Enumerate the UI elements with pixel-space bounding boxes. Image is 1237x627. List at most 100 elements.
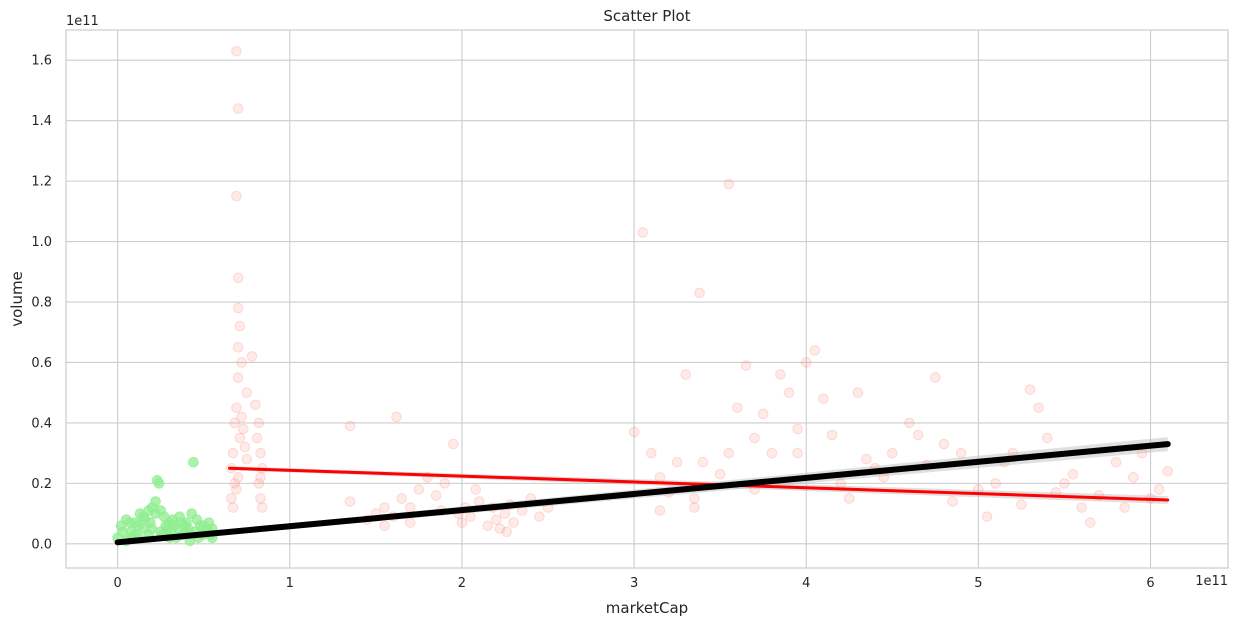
- scatter-point: [239, 441, 251, 453]
- scatter-point: [229, 478, 241, 489]
- scatter-point: [232, 472, 244, 483]
- scatter-point: [344, 420, 356, 432]
- scatter-point: [448, 438, 459, 450]
- chart-title: Scatter Plot: [603, 7, 690, 25]
- x-tick-label: 1: [286, 576, 294, 591]
- scatter-point: [501, 526, 512, 538]
- y-tick-label: 0.0: [31, 537, 52, 552]
- scatter-point: [1024, 384, 1036, 395]
- scatter-point: [494, 523, 506, 535]
- scatter-point: [250, 399, 261, 411]
- scatter-point: [694, 287, 705, 299]
- scatter-point: [470, 484, 482, 495]
- scatter-point: [188, 456, 199, 468]
- scatter-point: [232, 372, 244, 383]
- scatter-point: [232, 342, 244, 353]
- scatter-point: [234, 320, 246, 332]
- scatter-point: [225, 493, 237, 504]
- scatter-point: [1119, 502, 1131, 513]
- scatter-point: [723, 447, 735, 459]
- scatter-point: [1084, 517, 1096, 528]
- scatter-point: [396, 493, 407, 504]
- scatter-point: [1162, 465, 1174, 477]
- y-tick-label: 0.8: [31, 296, 52, 311]
- y-tick-label: 1.4: [31, 114, 52, 129]
- scatter-point: [947, 496, 958, 507]
- scatter-point: [852, 387, 864, 398]
- x-tick-label: 6: [1146, 576, 1154, 591]
- scatter-point: [1016, 499, 1027, 510]
- scatter-point: [749, 432, 760, 444]
- scatter-point: [981, 511, 993, 522]
- scatter-point: [628, 426, 640, 438]
- y-tick-label: 0.2: [31, 477, 52, 492]
- scatter-point: [413, 484, 425, 495]
- scatter-point: [179, 520, 191, 531]
- scatter-point: [251, 432, 263, 444]
- scatter-point: [456, 517, 468, 528]
- scatter-point: [783, 387, 795, 398]
- x-tick-label: 4: [802, 576, 810, 591]
- scatter-point: [714, 469, 726, 480]
- scatter-point: [775, 369, 786, 380]
- scatter-point: [227, 502, 239, 513]
- scatter-point: [1067, 469, 1079, 480]
- scatter-point: [1153, 484, 1165, 495]
- scatter-point: [236, 357, 247, 368]
- scatter-point: [697, 456, 709, 468]
- scatter-point: [234, 432, 246, 444]
- scatter-point: [404, 517, 416, 528]
- scatter-point: [344, 496, 356, 507]
- scatter-point: [689, 502, 700, 513]
- scatter-point: [1041, 432, 1053, 444]
- fit-line: [114, 441, 1171, 546]
- scatter-point: [792, 423, 803, 435]
- fit-line: [228, 466, 1170, 502]
- scatter-point: [930, 372, 941, 383]
- scatter-point: [491, 514, 502, 525]
- scatter-point: [465, 511, 476, 522]
- scatter-point: [253, 417, 265, 429]
- plot-frame: [65, 29, 1229, 569]
- scatter-point: [1128, 472, 1139, 483]
- y-tick-label: 1.6: [31, 54, 52, 69]
- scatter-point: [534, 511, 545, 522]
- scatter-point: [473, 496, 485, 507]
- scatter-point: [887, 447, 898, 459]
- scatter-point: [1076, 502, 1087, 513]
- x-tick-label: 3: [630, 576, 638, 591]
- scatter-point: [680, 369, 692, 380]
- scatter-point: [938, 438, 950, 450]
- scatter-point: [757, 408, 769, 420]
- x-tick-labels: 0 1 2 3 4 5 6: [114, 576, 1155, 591]
- scatter-point: [430, 490, 442, 501]
- x-tick-label: 5: [974, 576, 982, 591]
- scatter-point: [508, 517, 519, 528]
- scatter-point: [990, 478, 1001, 489]
- x-tick-label: 0: [114, 576, 122, 591]
- scatter-point: [227, 447, 239, 459]
- scatter-point: [145, 517, 156, 528]
- scatter-point: [253, 478, 265, 489]
- scatter-point: [646, 447, 657, 459]
- scatter-point: [792, 447, 803, 459]
- regression-lines: [114, 441, 1171, 546]
- scatter-point: [379, 520, 390, 531]
- scatter-point: [740, 360, 752, 371]
- scatter-point: [835, 478, 846, 489]
- scatter-point: [232, 272, 244, 284]
- x-tick-label: 2: [458, 576, 466, 591]
- scatter-point: [231, 484, 242, 495]
- scatter-point: [1033, 402, 1044, 414]
- scatter-point: [766, 447, 778, 459]
- scatter-point: [637, 227, 648, 238]
- scatter-point: [818, 393, 829, 405]
- x-offset-label: 1e11: [1195, 574, 1228, 589]
- scatter-point: [654, 472, 666, 483]
- scatter-point: [912, 429, 924, 441]
- scatter-point: [826, 429, 838, 441]
- y-axis-label: volume: [8, 271, 26, 327]
- grid-lines: [66, 30, 1228, 568]
- scatter-point: [482, 520, 494, 531]
